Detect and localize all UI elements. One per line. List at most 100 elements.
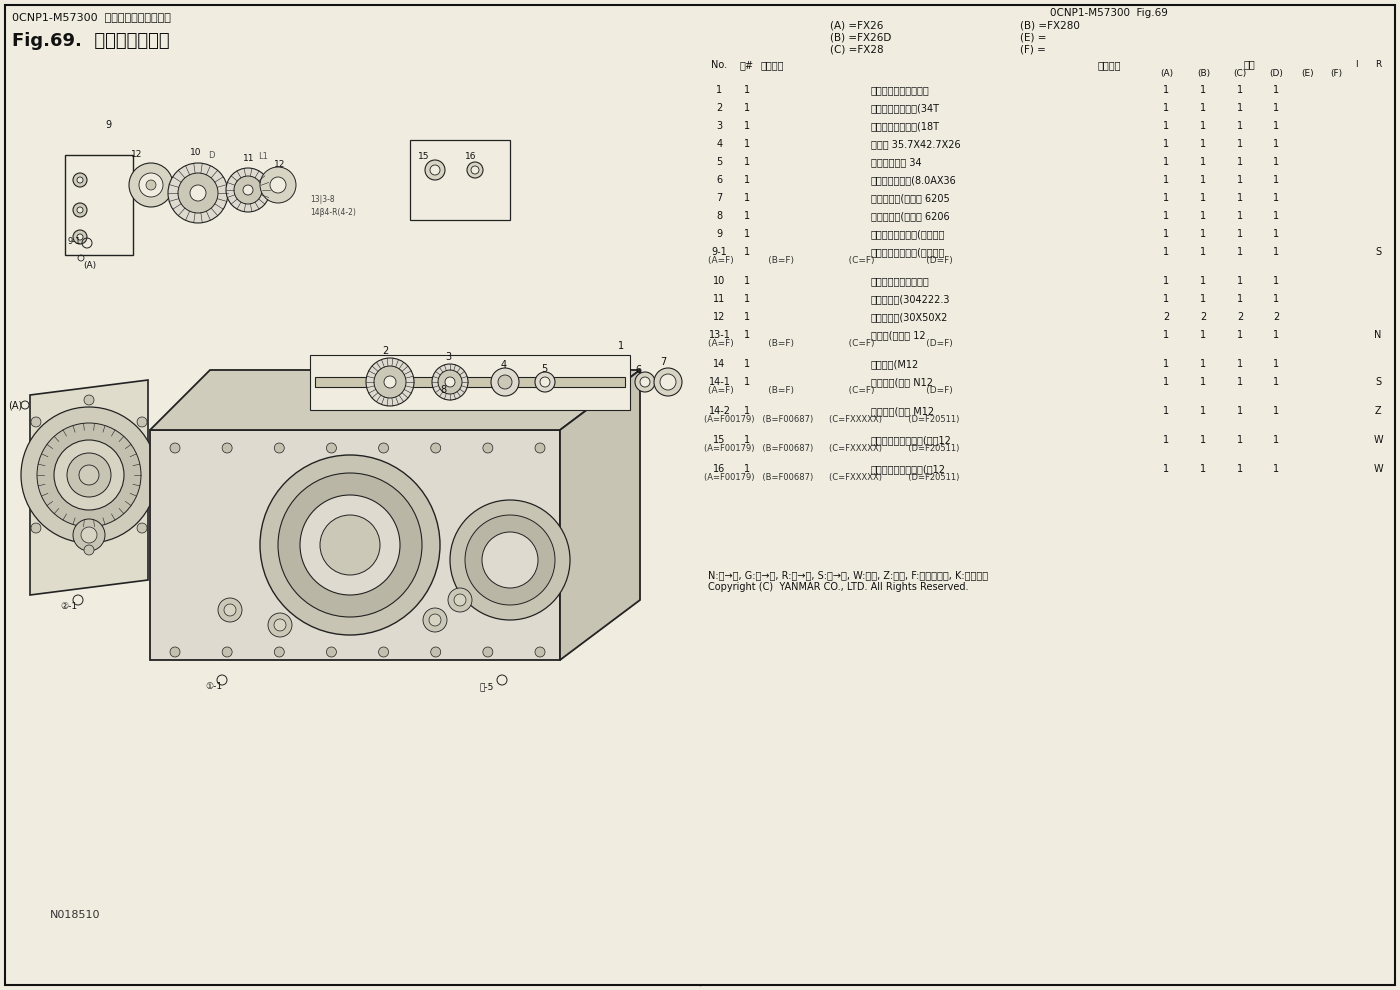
Text: 1: 1 (1163, 330, 1169, 340)
Circle shape (73, 173, 87, 187)
Text: 1: 1 (1238, 359, 1243, 369)
Circle shape (326, 443, 336, 453)
Text: L1: L1 (258, 152, 267, 161)
Text: 4: 4 (717, 139, 722, 149)
Text: 1: 1 (743, 377, 750, 387)
Text: 1: 1 (1238, 85, 1243, 95)
Text: 1: 1 (1238, 294, 1243, 304)
Text: ②-1: ②-1 (60, 602, 77, 611)
Text: 1: 1 (1273, 435, 1280, 445)
Text: 1: 1 (1200, 294, 1207, 304)
Text: 1: 1 (1238, 121, 1243, 131)
Circle shape (470, 166, 479, 174)
Text: ベアリング(ボール 6206: ベアリング(ボール 6206 (871, 211, 949, 221)
Text: 2: 2 (1236, 312, 1243, 322)
Text: 1: 1 (1163, 139, 1169, 149)
Text: No.: No. (711, 60, 728, 70)
Circle shape (73, 230, 87, 244)
Text: 1: 1 (1273, 330, 1280, 340)
Text: 8: 8 (440, 385, 447, 395)
Text: Z: Z (1375, 406, 1382, 416)
Text: 1: 1 (1163, 175, 1169, 185)
Text: 1: 1 (1163, 359, 1169, 369)
Circle shape (77, 234, 83, 240)
Text: 1: 1 (1238, 211, 1243, 221)
Text: 9: 9 (105, 120, 111, 130)
Circle shape (129, 163, 174, 207)
Text: I: I (1355, 60, 1358, 69)
Text: 1: 1 (1200, 464, 1207, 474)
Bar (315, 377, 624, 387)
Text: 1: 1 (743, 193, 750, 203)
Text: 1: 1 (1200, 330, 1207, 340)
Text: S: S (1375, 247, 1380, 257)
Text: ハードロックナット(シ12: ハードロックナット(シ12 (871, 464, 946, 474)
Text: (F) =: (F) = (1021, 44, 1046, 54)
Text: 6: 6 (717, 175, 722, 185)
Text: S: S (1375, 377, 1380, 387)
Text: 3: 3 (445, 352, 451, 362)
Text: 1: 1 (1200, 406, 1207, 416)
Circle shape (636, 372, 655, 392)
Circle shape (137, 523, 147, 533)
Text: (F): (F) (1330, 69, 1343, 78)
Circle shape (67, 453, 111, 497)
Text: 1: 1 (1238, 464, 1243, 474)
Text: ベアリング(304222.3: ベアリング(304222.3 (871, 294, 951, 304)
Text: W: W (1373, 435, 1383, 445)
Polygon shape (150, 430, 560, 660)
Text: 1: 1 (743, 229, 750, 239)
Text: (B): (B) (1197, 69, 1210, 78)
Circle shape (300, 495, 400, 595)
Circle shape (384, 376, 396, 388)
Text: 1: 1 (1163, 229, 1169, 239)
Circle shape (36, 423, 141, 527)
Text: リバースシャフト(アイドル: リバースシャフト(アイドル (871, 247, 945, 257)
Circle shape (78, 465, 99, 485)
Polygon shape (560, 370, 640, 660)
Text: 1: 1 (743, 247, 750, 257)
Text: 1: 1 (1200, 175, 1207, 185)
Text: 1: 1 (1273, 121, 1280, 131)
Circle shape (468, 162, 483, 178)
Circle shape (431, 647, 441, 657)
Text: 部品番号: 部品番号 (762, 60, 784, 70)
Text: 1: 1 (1273, 85, 1280, 95)
Text: 1: 1 (1273, 211, 1280, 221)
Text: 1: 1 (1273, 276, 1280, 286)
Circle shape (445, 377, 455, 387)
Text: 1: 1 (1163, 294, 1169, 304)
Circle shape (465, 515, 554, 605)
Text: 7: 7 (659, 357, 666, 367)
Circle shape (190, 185, 206, 201)
Polygon shape (410, 140, 510, 220)
Circle shape (535, 443, 545, 453)
Text: (D): (D) (1268, 69, 1282, 78)
Text: 1: 1 (743, 103, 750, 113)
Text: 14β4-R(4-2): 14β4-R(4-2) (309, 208, 356, 217)
Text: 2: 2 (382, 346, 388, 356)
Circle shape (77, 207, 83, 213)
Text: 15: 15 (419, 152, 430, 161)
Text: 1: 1 (1273, 193, 1280, 203)
Circle shape (169, 443, 181, 453)
Text: 1: 1 (1200, 247, 1207, 257)
Text: (A): (A) (1161, 69, 1173, 78)
Text: ソケット(ボン M12: ソケット(ボン M12 (871, 406, 934, 416)
Text: N018510: N018510 (50, 910, 101, 920)
Circle shape (274, 443, 284, 453)
Text: ソケット(ボン N12: ソケット(ボン N12 (871, 377, 932, 387)
Text: 1: 1 (1273, 175, 1280, 185)
Text: 1: 1 (1238, 175, 1243, 185)
Circle shape (244, 185, 253, 195)
Text: ソケット(M12: ソケット(M12 (871, 359, 920, 369)
Text: (E): (E) (1302, 69, 1315, 78)
Circle shape (169, 647, 181, 657)
Text: 14-1: 14-1 (708, 377, 731, 387)
Circle shape (81, 527, 97, 543)
Circle shape (137, 417, 147, 427)
Polygon shape (64, 155, 133, 255)
Circle shape (260, 167, 295, 203)
Circle shape (378, 647, 389, 657)
Circle shape (178, 173, 218, 213)
